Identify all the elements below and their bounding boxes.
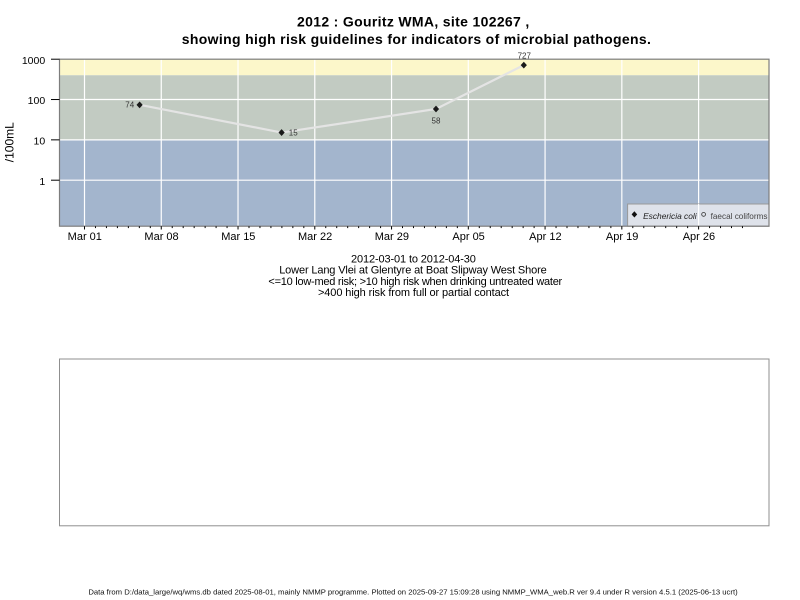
svg-text:Lower Lang Vlei at Glentyre at: Lower Lang Vlei at Glentyre at Boat Slip… bbox=[279, 265, 546, 277]
svg-text:100: 100 bbox=[28, 95, 46, 107]
svg-text:Eschericia coli: Eschericia coli bbox=[643, 211, 698, 221]
svg-text:Mar 15: Mar 15 bbox=[221, 231, 255, 243]
svg-text:/100mL: /100mL bbox=[2, 122, 16, 162]
svg-text:<=10 low-med risk; >10 high ri: <=10 low-med risk; >10 high risk when dr… bbox=[268, 276, 562, 288]
svg-text:Mar 22: Mar 22 bbox=[298, 231, 332, 243]
svg-text:Apr 26: Apr 26 bbox=[683, 231, 715, 243]
svg-text:showing high risk guidelines f: showing high risk guidelines for indicat… bbox=[182, 31, 651, 47]
svg-text:Apr 19: Apr 19 bbox=[606, 231, 638, 243]
svg-text:74: 74 bbox=[125, 101, 134, 110]
svg-text:727: 727 bbox=[518, 51, 532, 60]
svg-text:Apr 12: Apr 12 bbox=[529, 231, 561, 243]
svg-text:2012-03-01 to 2012-04-30: 2012-03-01 to 2012-04-30 bbox=[351, 253, 476, 265]
svg-text:1: 1 bbox=[39, 176, 45, 188]
svg-text:Mar 01: Mar 01 bbox=[68, 231, 102, 243]
svg-text:Apr 05: Apr 05 bbox=[452, 231, 484, 243]
svg-text:58: 58 bbox=[432, 116, 441, 125]
svg-text:Data from D:/data_large/wq/wms: Data from D:/data_large/wq/wms.db dated … bbox=[88, 587, 738, 596]
svg-text:>400 high risk from full or pa: >400 high risk from full or partial cont… bbox=[318, 287, 509, 299]
svg-text:2012 : Gouritz WMA, site 10226: 2012 : Gouritz WMA, site 102267 , bbox=[297, 13, 530, 29]
svg-text:1000: 1000 bbox=[22, 55, 46, 67]
svg-text:faecal coliforms: faecal coliforms bbox=[711, 212, 768, 221]
svg-text:Mar 08: Mar 08 bbox=[144, 231, 178, 243]
svg-text:10: 10 bbox=[34, 135, 46, 147]
svg-text:15: 15 bbox=[289, 128, 298, 137]
svg-text:Mar 29: Mar 29 bbox=[375, 231, 409, 243]
